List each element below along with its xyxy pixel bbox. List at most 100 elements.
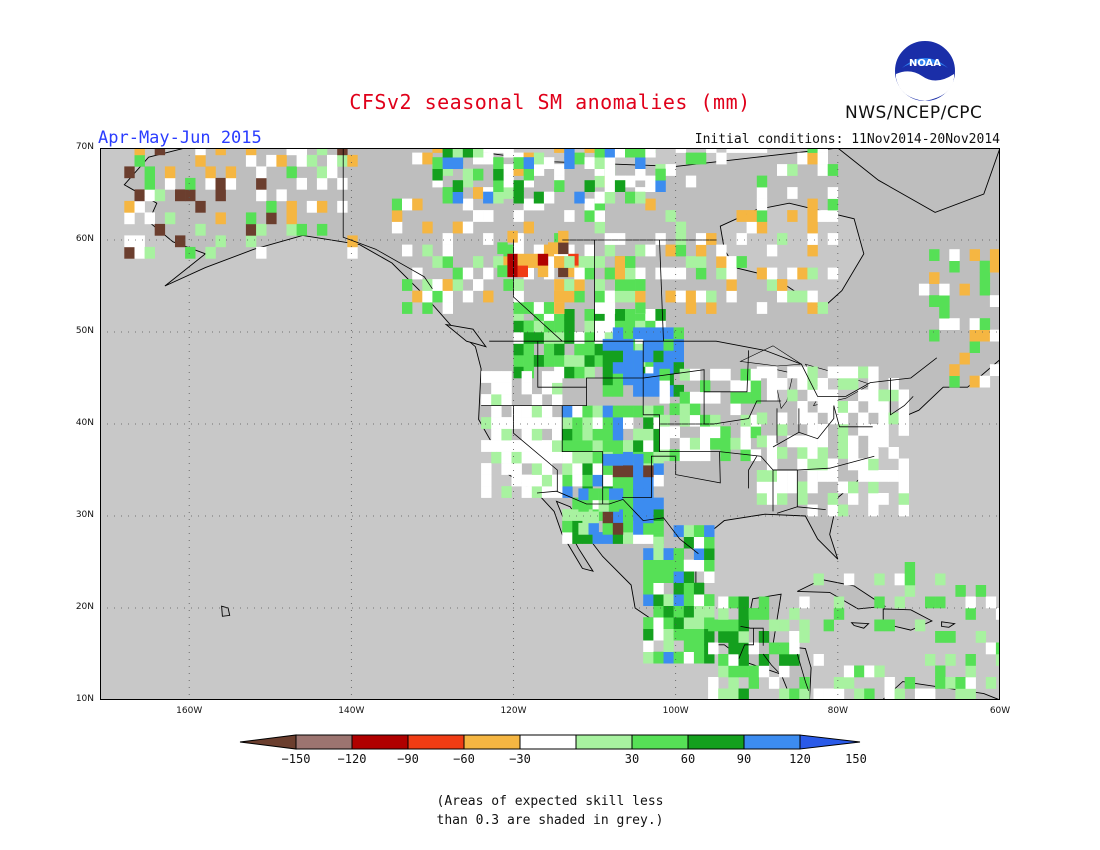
anomaly-cell (503, 148, 514, 158)
anomaly-cell (989, 364, 1000, 376)
anomaly-cell (612, 373, 624, 386)
anomaly-cell (473, 279, 484, 291)
anomaly-cell (602, 440, 614, 452)
anomaly-cell (442, 157, 453, 169)
latitude-label: 10N (75, 694, 94, 704)
anomaly-cell (564, 320, 575, 333)
anomaly-cell (612, 417, 624, 429)
anomaly-cell (422, 279, 433, 291)
anomaly-cell (756, 198, 768, 211)
anomaly-cell (124, 235, 135, 248)
anomaly-cell (594, 290, 605, 303)
anomaly-cell (205, 177, 216, 190)
anomaly-cell (215, 212, 226, 225)
anomaly-cell (720, 426, 731, 439)
anomaly-cell (689, 368, 701, 381)
anomaly-cell (918, 283, 930, 296)
anomaly-cell (562, 486, 573, 498)
legend-label: −60 (453, 752, 475, 766)
anomaly-cell (939, 318, 950, 330)
anomaly-cell (738, 631, 749, 643)
anomaly-cell (878, 389, 889, 402)
anomaly-cell (665, 164, 676, 176)
anomaly-cell (833, 608, 845, 620)
anomaly-cell (501, 463, 512, 475)
anomaly-cell (625, 175, 636, 188)
anomaly-cell (635, 157, 646, 169)
anomaly-cell (481, 474, 492, 487)
anomaly-cell (592, 440, 603, 452)
anomaly-cell (391, 198, 403, 211)
anomaly-cell (625, 267, 636, 280)
anomaly-cell (689, 414, 701, 427)
anomaly-cell (758, 596, 770, 609)
anomaly-cell (412, 267, 423, 280)
anomaly-cell (144, 246, 155, 259)
anomaly-cell (704, 651, 715, 664)
anomaly-cell (316, 177, 328, 190)
anomaly-cell (868, 389, 879, 402)
anomaly-cell (635, 191, 646, 204)
anomaly-cell (513, 309, 524, 321)
anomaly-cell (945, 654, 956, 666)
anomaly-cell (562, 532, 573, 544)
anomaly-cell (554, 309, 565, 321)
anomaly-cell (175, 235, 186, 248)
anomaly-cell (693, 628, 705, 641)
anomaly-cell (965, 608, 976, 620)
anomaly-cell (625, 290, 636, 303)
anomaly-cell (756, 412, 768, 425)
anomaly-cell (673, 594, 684, 606)
anomaly-cell (710, 437, 721, 450)
legend-label: 150 (845, 752, 867, 766)
anomaly-cell (979, 283, 991, 296)
anomaly-cell (614, 279, 626, 291)
anomaly-cell (868, 378, 879, 390)
anomaly-cell (507, 253, 518, 266)
anomaly-cell (623, 520, 634, 533)
anomaly-cell (154, 189, 166, 202)
anomaly-cell (493, 157, 504, 169)
anomaly-cell (552, 428, 563, 441)
anomaly-cell (256, 223, 267, 236)
anomaly-cell (643, 327, 654, 340)
jamaica-island (850, 622, 870, 629)
anomaly-cell (663, 617, 674, 629)
longitude-label: 80W (827, 706, 848, 716)
anomaly-cell (827, 493, 839, 505)
anomaly-cell (720, 437, 731, 450)
anomaly-cell (888, 378, 899, 390)
anomaly-cell (533, 320, 545, 333)
anomaly-cell (523, 267, 534, 280)
anomaly-cell (602, 463, 614, 475)
anomaly-cell (955, 688, 966, 700)
anomaly-cell (663, 548, 674, 560)
anomaly-cell (604, 309, 616, 321)
anomaly-cell (700, 414, 711, 427)
anomaly-cell (623, 373, 634, 386)
anomaly-cell (633, 350, 644, 363)
anomaly-cell (708, 619, 719, 632)
anomaly-cell (491, 405, 502, 418)
anomaly-cell (602, 474, 614, 487)
anomaly-cell (564, 244, 575, 257)
anomaly-cell (878, 493, 889, 505)
anomaly-cell (614, 309, 626, 321)
anomaly-cell (989, 260, 1000, 273)
anomaly-cell (955, 585, 966, 597)
anomaly-cell (584, 148, 595, 153)
anomaly-cell (837, 447, 849, 459)
anomaly-cell (643, 405, 654, 418)
anomaly-cell (511, 463, 522, 475)
anomaly-cell (643, 651, 654, 664)
anomaly-cell (730, 403, 741, 416)
anomaly-cell (665, 290, 676, 303)
anomaly-cell (517, 265, 528, 278)
anomaly-cell (491, 428, 502, 441)
anomaly-cell (442, 279, 453, 291)
anomaly-cell (462, 221, 474, 234)
anomaly-cell (779, 619, 790, 632)
anomaly-cell (481, 394, 492, 406)
anomaly-cell (807, 504, 818, 517)
anomaly-cell (614, 256, 626, 268)
